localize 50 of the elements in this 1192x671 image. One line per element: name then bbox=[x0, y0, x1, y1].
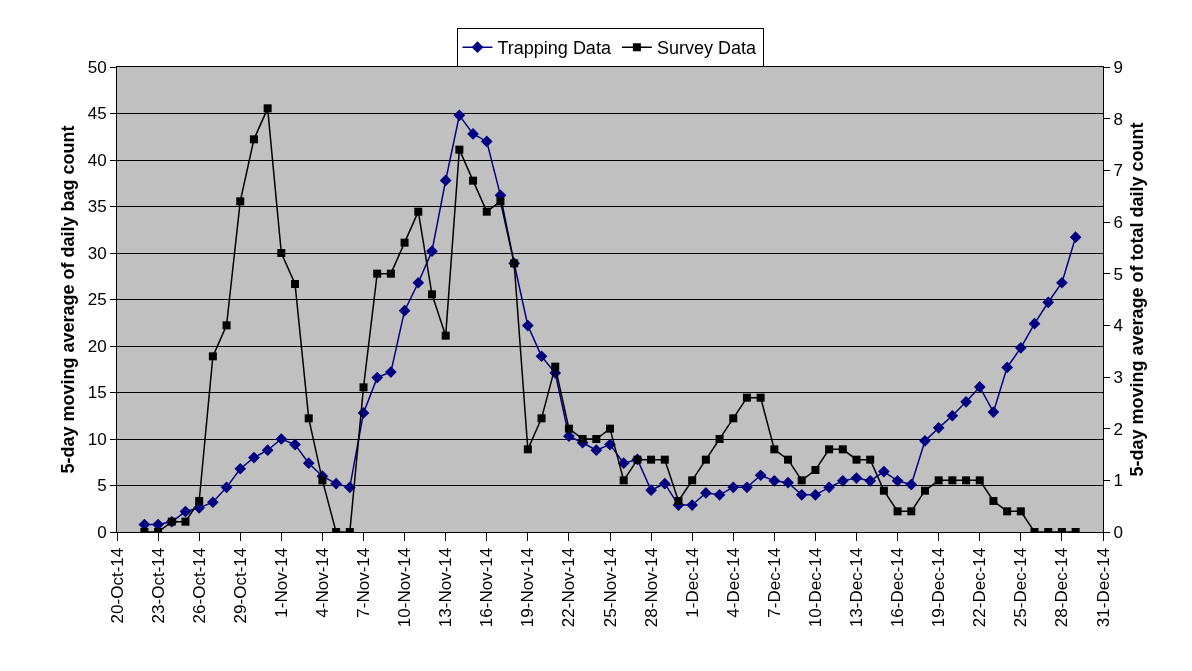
x-tick-label: 7-Nov-14 bbox=[354, 547, 374, 618]
y2-axis-title: 5-day moving average of total daily count bbox=[1126, 122, 1147, 477]
y-tick-label: 45 bbox=[87, 104, 107, 124]
x-tick-label: 25-Dec-14 bbox=[1011, 547, 1031, 628]
x-tick-label: 13-Nov-14 bbox=[436, 547, 456, 628]
y-tick-label: 10 bbox=[87, 429, 107, 449]
x-tick-label: 28-Nov-14 bbox=[641, 547, 661, 628]
x-tick-label: 28-Dec-14 bbox=[1052, 547, 1072, 628]
y2-tick-label: 2 bbox=[1113, 419, 1123, 439]
x-tick-label: 16-Nov-14 bbox=[477, 547, 497, 628]
x-tick-label: 4-Nov-14 bbox=[312, 547, 332, 618]
x-tick-label: 22-Nov-14 bbox=[559, 547, 579, 628]
y-tick-label: 25 bbox=[87, 290, 107, 310]
x-tick-label: 23-Oct-14 bbox=[148, 547, 168, 624]
y2-tick-label: 4 bbox=[1113, 316, 1123, 336]
y-tick-label: 35 bbox=[87, 197, 107, 217]
x-tick-label: 10-Nov-14 bbox=[395, 547, 415, 628]
y-tick-label: 30 bbox=[87, 243, 107, 263]
x-tick-label: 7-Dec-14 bbox=[764, 547, 784, 618]
y2-tick-label: 8 bbox=[1113, 109, 1123, 129]
y-tick-label: 0 bbox=[97, 522, 107, 542]
legend-label: Survey Data bbox=[656, 38, 757, 59]
y-tick-label: 5 bbox=[97, 476, 107, 496]
y-axis-title: 5-day moving average of daily bag count bbox=[57, 125, 78, 474]
y2-tick-label: 9 bbox=[1113, 57, 1123, 77]
y2-tick-label: 1 bbox=[1113, 471, 1123, 491]
x-tick-label: 19-Nov-14 bbox=[518, 547, 538, 628]
y-tick-label: 15 bbox=[87, 383, 107, 403]
y-tick-label: 50 bbox=[87, 57, 107, 77]
y-tick-label: 20 bbox=[87, 336, 107, 356]
x-tick-label: 31-Dec-14 bbox=[1093, 547, 1113, 628]
y-tick-label: 40 bbox=[87, 150, 107, 170]
x-tick-label: 1-Nov-14 bbox=[271, 547, 291, 618]
y2-tick-label: 0 bbox=[1113, 522, 1123, 542]
x-tick-label: 19-Dec-14 bbox=[929, 547, 949, 628]
x-tick-label: 29-Oct-14 bbox=[230, 547, 250, 624]
x-tick-label: 4-Dec-14 bbox=[723, 547, 743, 618]
x-tick-label: 22-Dec-14 bbox=[970, 547, 990, 628]
x-tick-label: 25-Nov-14 bbox=[600, 547, 620, 628]
y2-tick-label: 7 bbox=[1113, 161, 1123, 181]
x-tick-label: 16-Dec-14 bbox=[888, 547, 908, 628]
x-tick-label: 1-Dec-14 bbox=[682, 547, 702, 618]
x-tick-label: 10-Dec-14 bbox=[805, 547, 825, 628]
legend-label: Trapping Data bbox=[497, 38, 612, 59]
x-tick-label: 26-Oct-14 bbox=[189, 547, 209, 624]
x-tick-label: 13-Dec-14 bbox=[847, 547, 867, 628]
y2-tick-label: 3 bbox=[1113, 367, 1123, 387]
y2-tick-label: 5 bbox=[1113, 264, 1123, 284]
y2-tick-label: 6 bbox=[1113, 212, 1123, 232]
x-tick-label: 20-Oct-14 bbox=[107, 547, 127, 624]
